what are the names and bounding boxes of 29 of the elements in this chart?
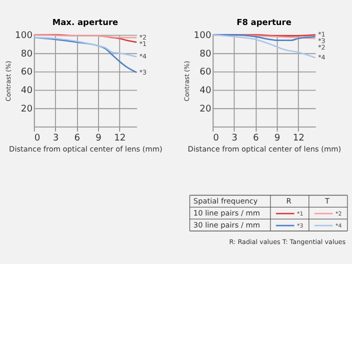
y-tick-label: 20: [200, 103, 212, 114]
y-tick-label: 40: [200, 85, 212, 96]
y-tick-label: 100: [15, 30, 33, 42]
y-tick-label: 20: [20, 103, 33, 114]
x-tick-label: 12: [114, 132, 126, 144]
text: 30 line pairs / mm: [193, 220, 260, 230]
y-tick-label: 80: [20, 48, 33, 60]
y-tick-label: 100: [194, 30, 212, 42]
chart-title: F8 aperture: [236, 16, 292, 27]
chart-title: Max. aperture: [52, 16, 119, 27]
x-tick-label: 9: [274, 132, 280, 144]
x-tick-label: 0: [213, 132, 220, 144]
x-tick-label: 3: [232, 132, 238, 144]
x-axis-title: Distance from optical center of lens (mm): [9, 144, 162, 154]
y-tick-label: 80: [200, 48, 212, 60]
text: T: [324, 196, 330, 206]
y-tick-label: 60: [20, 66, 33, 78]
x-tick-label: 12: [292, 132, 305, 144]
x-tick-label: 6: [252, 132, 259, 144]
text: 10 line pairs / mm: [193, 208, 260, 218]
x-tick-label: 9: [96, 132, 102, 144]
y-tick-label: 40: [20, 85, 33, 96]
text: R: [286, 196, 292, 206]
x-axis-title: Distance from optical center of lens (mm): [188, 144, 342, 154]
x-tick-label: 3: [52, 132, 59, 144]
text: Spatial frequency: [193, 196, 258, 206]
x-tick-label: 0: [34, 132, 40, 144]
y-tick-label: 60: [200, 66, 212, 78]
x-tick-label: 6: [74, 132, 80, 144]
